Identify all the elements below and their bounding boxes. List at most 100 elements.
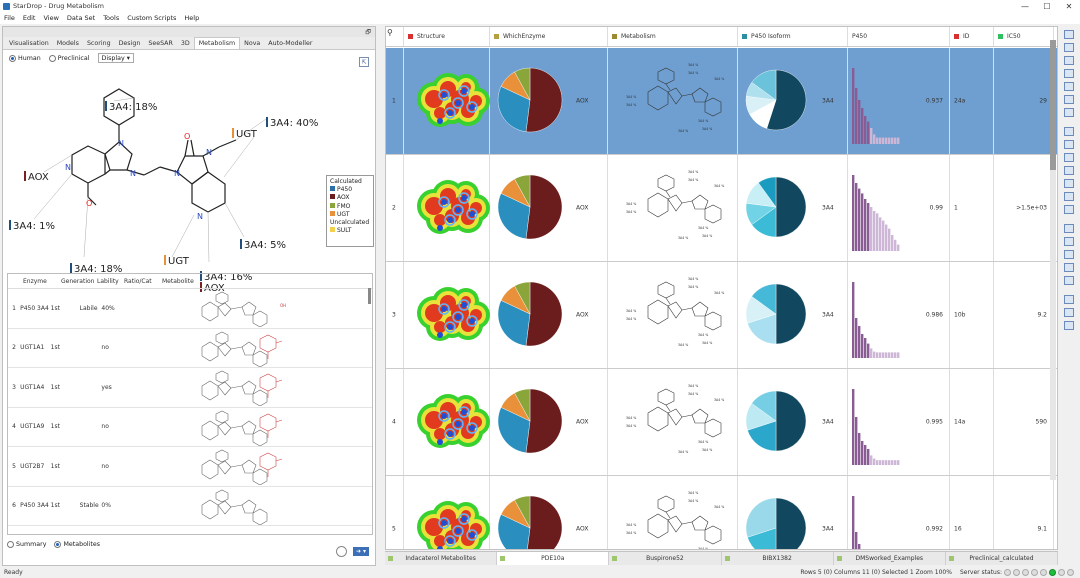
toolbar-tool-icon[interactable] [1064,295,1074,304]
toolbar-tool-icon[interactable] [1064,127,1074,136]
table-row[interactable]: 4 UGT1A9 1st no [8,408,372,447]
close-button[interactable]: ✕ [1065,1,1073,11]
grid-row[interactable]: 4 AOX 3A4 % 3A4 % 3A4 % 3A4 % 3A4 % 3A4 % 3A4 % 3… [386,369,1057,476]
table-row[interactable]: 5 UGT2B7 1st no [8,447,372,487]
send-button[interactable]: ➜ ▾ [353,547,369,556]
id-value: 1 [954,204,958,212]
tab-scoring[interactable]: Scoring [86,40,111,47]
tab-metabolism[interactable]: Metabolism [193,37,241,49]
toolbar-tool-icon[interactable] [1064,166,1074,175]
toolbar-tool-icon[interactable] [1064,95,1074,104]
col-metabolite[interactable]: Metabolite [162,277,194,285]
grid-row[interactable]: 1 AOX 3A4 % 3A4 % 3A4 % 3A4 % 3A4 % 3A4 % 3A4 % 3… [386,48,1057,155]
grid-row[interactable]: 2 AOX 3A4 % 3A4 % 3A4 % 3A4 % 3A4 % 3A4 % 3A4 % 3… [386,155,1057,262]
display-dropdown[interactable]: Display ▾ [97,53,134,63]
grid-scroll-thumb[interactable] [1050,40,1056,170]
toolbar-tool-icon[interactable] [1064,321,1074,330]
col-p450[interactable]: P450 [848,27,950,46]
dataset-tab[interactable]: Indacaterol Metabolites [385,552,498,565]
toolbar-tool-icon[interactable] [1064,179,1074,188]
toolbar-tool-icon[interactable] [1064,237,1074,246]
grid-scrollbar[interactable] [1050,40,1056,480]
col-metabolism[interactable]: Metabolism [608,27,738,46]
tab-nova[interactable]: Nova [244,40,261,47]
toolbar-tool-icon[interactable] [1064,276,1074,285]
toolbar-tool-icon[interactable] [1064,192,1074,201]
metabolism-cell: 3A4 %3A4 %3A4 %3A4 %3A4 %3A4 %3A4 %3A4 % [608,476,738,549]
dataset-icon [612,556,618,561]
toolbar-tool-icon[interactable] [1064,69,1074,78]
dataset-tab[interactable]: BIBX1382 [722,552,834,565]
table-row[interactable]: 2 UGT1A1 1st no [8,329,372,368]
dataset-tab-label: BIBX1382 [762,555,792,562]
col-id[interactable]: ID [950,27,994,46]
preclinical-radio[interactable] [48,54,56,62]
col-enzyme[interactable]: Enzyme [23,277,47,285]
p450-bar-chart [852,282,900,358]
toolbar-tool-icon[interactable] [1064,43,1074,52]
toolbar-tool-icon[interactable] [1064,308,1074,317]
col-ic50[interactable]: IC50 [994,27,1054,46]
export-icon[interactable]: ⇱ [359,57,369,67]
settings-icon[interactable] [336,546,347,557]
menu-help[interactable]: Help [184,14,200,22]
dataset-tab[interactable]: Buspirone52 [609,552,722,565]
toolbar-tool-icon[interactable] [1064,30,1074,39]
col-lability[interactable]: Lability [97,277,119,285]
tab-visualisation[interactable]: Visualisation [9,40,49,47]
legend-item-label: SULT [337,227,352,235]
dataset-tab[interactable]: PDE10a [497,552,610,565]
panel-actions: ➜ ▾ [336,546,369,557]
toolbar-tool-icon[interactable] [1064,108,1074,117]
toolbar-tool-icon[interactable] [1064,140,1074,149]
menu-tools[interactable]: Tools [103,14,120,22]
tab-models[interactable]: Models [56,40,79,47]
metabolites-radio[interactable] [54,540,62,548]
col-ratio[interactable]: Ratio/Cat [124,277,152,285]
toolbar-tool-icon[interactable] [1064,205,1074,214]
menu-data-set[interactable]: Data Set [66,14,96,22]
undock-icon[interactable]: 🗗 [365,29,371,36]
molecule-view[interactable]: O N N N O N N N 3A4: 18% 3A4: 40% UGT AO… [4,67,374,294]
human-radio[interactable] [9,54,16,62]
ic50-value: 590 [1035,418,1047,426]
site-marker [105,101,107,111]
table-scrollbar[interactable] [368,288,371,304]
tab-3d[interactable]: 3D [180,40,190,47]
maximize-button[interactable]: ☐ [1043,1,1051,11]
col-generation[interactable]: Generation [61,277,95,285]
minimize-button[interactable]: — [1021,1,1029,11]
site-label: 3A4: 1% [9,220,55,232]
menu-file[interactable]: File [4,14,15,22]
toolbar-tool-icon[interactable] [1064,153,1074,162]
column-header-label: ID [963,33,970,40]
table-row[interactable]: 1 P450 3A4 1st Labile 40% OH [8,289,372,329]
summary-radio[interactable] [7,540,14,548]
menu-view[interactable]: View [43,14,59,22]
col-p450-isoform[interactable]: P450 Isoform [738,27,848,46]
tab-auto-modeller[interactable]: Auto-Modeller [268,40,313,47]
dataset-tab[interactable]: Preclinical_calculated [946,552,1059,565]
row-index: 3 [12,383,16,391]
row-generation: 1st [50,344,60,352]
tab-seesar[interactable]: SeeSAR [148,40,173,47]
toolbar-tool-icon[interactable] [1064,263,1074,272]
server-dot [1067,568,1074,576]
dataset-tab[interactable]: DMSworked_Examples [834,552,946,565]
col-structure[interactable]: Structure [404,27,490,46]
tab-design[interactable]: Design [118,40,141,47]
toolbar-tool-icon[interactable] [1064,224,1074,233]
metabolism-cell: 3A4 %3A4 %3A4 %3A4 %3A4 %3A4 %3A4 %3A4 % [608,262,738,368]
grid-corner-icon[interactable]: ⚲ [387,28,393,37]
toolbar-tool-icon[interactable] [1064,250,1074,259]
table-row[interactable]: 3 UGT1A4 1st yes [8,368,372,408]
col-which-enzyme[interactable]: WhichEnzyme [490,27,608,46]
menu-edit[interactable]: Edit [22,14,36,22]
row-number-text: 1 [392,97,396,105]
menu-custom-scripts[interactable]: Custom Scripts [127,14,177,22]
toolbar-tool-icon[interactable] [1064,56,1074,65]
grid-row[interactable]: 3 AOX 3A4 % 3A4 % 3A4 % 3A4 % 3A4 % 3A4 % 3A4 % 3… [386,262,1057,369]
table-row[interactable]: 6 P450 3A4 1st Stable 0% [8,487,372,526]
toolbar-tool-icon[interactable] [1064,82,1074,91]
